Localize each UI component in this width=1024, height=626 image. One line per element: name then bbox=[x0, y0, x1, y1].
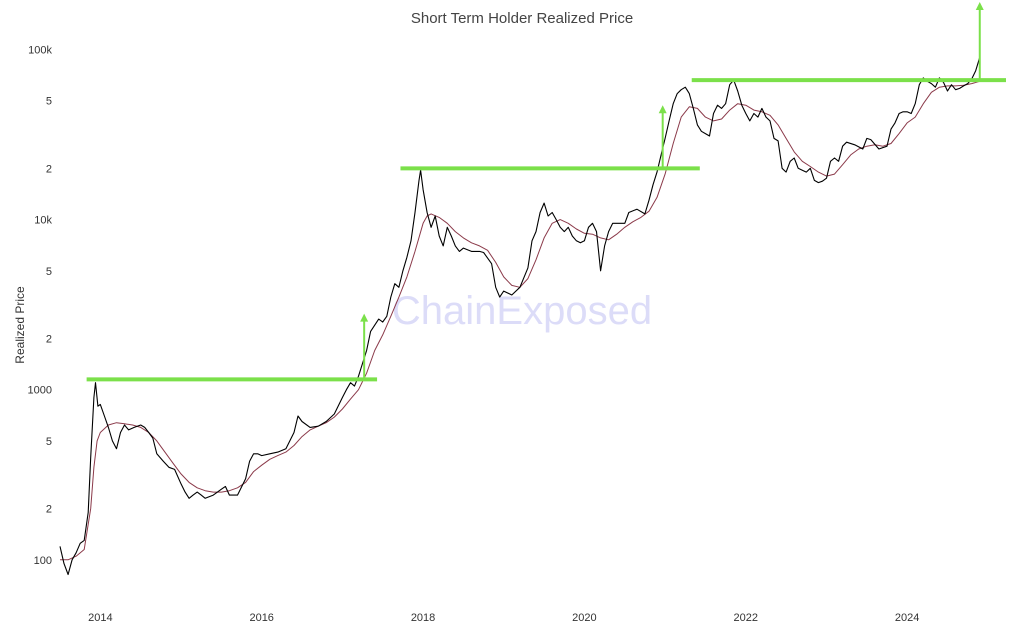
y-tick-label: 100k bbox=[28, 44, 52, 56]
breakout-arrow-head bbox=[360, 313, 369, 322]
y-tick-label: 10k bbox=[34, 215, 52, 227]
x-tick-label: 2016 bbox=[249, 612, 273, 624]
y-tick-label: 100 bbox=[34, 555, 52, 567]
y-axis-title: Realized Price bbox=[13, 286, 27, 364]
y-tick-label: 5 bbox=[46, 96, 52, 108]
series-line bbox=[60, 80, 980, 561]
y-tick-label: 5 bbox=[46, 436, 52, 448]
y-tick-label: 2 bbox=[46, 504, 52, 516]
breakout-arrow-head bbox=[658, 105, 667, 114]
y-tick-label: 5 bbox=[46, 266, 52, 278]
y-tick-label: 1000 bbox=[28, 385, 52, 397]
series-layer bbox=[59, 57, 981, 576]
y-tick-label: 2 bbox=[46, 333, 52, 345]
y-tick-label: 2 bbox=[46, 163, 52, 175]
series-line bbox=[59, 57, 981, 576]
breakout-arrow-head bbox=[975, 2, 984, 10]
x-tick-label: 2014 bbox=[88, 612, 112, 624]
y-axis: 100 2 5 1000 2 5 10k 2 5 100k bbox=[28, 44, 53, 566]
x-tick-label: 2018 bbox=[411, 612, 435, 624]
annotation-layer bbox=[86, 2, 1006, 382]
x-tick-label: 2022 bbox=[734, 612, 758, 624]
x-tick-label: 2024 bbox=[895, 612, 919, 624]
chart-title: Short Term Holder Realized Price bbox=[411, 10, 633, 27]
x-tick-label: 2020 bbox=[572, 612, 596, 624]
watermark: ChainExposed bbox=[392, 289, 652, 333]
x-axis: 2014 2016 2018 2020 2022 2024 bbox=[88, 612, 919, 624]
